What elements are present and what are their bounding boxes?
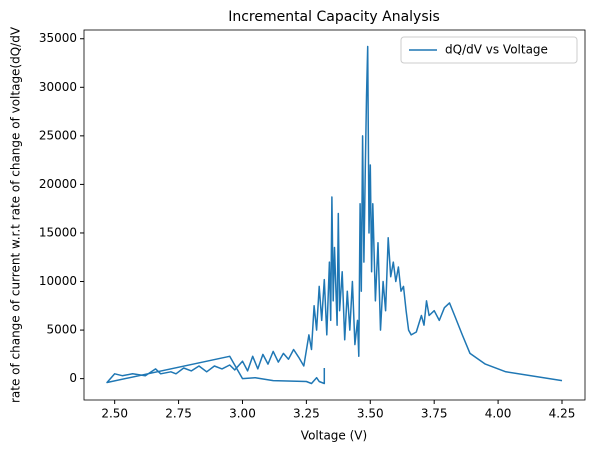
y-tick-label: 25000	[39, 128, 77, 142]
y-tick-label: 5000	[46, 323, 77, 337]
y-tick-label: 20000	[39, 177, 77, 191]
y-tick-label: 15000	[39, 225, 77, 239]
x-tick-label: 2.75	[165, 407, 192, 421]
x-tick-label: 3.25	[293, 407, 320, 421]
x-tick-label: 3.75	[421, 407, 448, 421]
y-axis-label: rate of change of current w.r.t rate of …	[9, 26, 23, 403]
legend-label: dQ/dV vs Voltage	[445, 43, 548, 57]
y-tick-label: 30000	[39, 80, 77, 94]
x-tick-label: 3.00	[229, 407, 256, 421]
y-tick-label: 35000	[39, 31, 77, 45]
y-tick-label: 0	[69, 371, 77, 385]
x-tick-label: 2.50	[101, 407, 128, 421]
x-tick-label: 4.00	[485, 407, 512, 421]
chart-title: Incremental Capacity Analysis	[228, 9, 440, 25]
x-tick-label: 4.25	[549, 407, 576, 421]
x-tick-label: 3.50	[357, 407, 384, 421]
y-tick-label: 10000	[39, 274, 77, 288]
legend-box	[400, 36, 578, 64]
data-line	[106, 45, 563, 385]
plot-frame	[83, 29, 586, 401]
x-axis-label: Voltage (V)	[301, 429, 367, 443]
